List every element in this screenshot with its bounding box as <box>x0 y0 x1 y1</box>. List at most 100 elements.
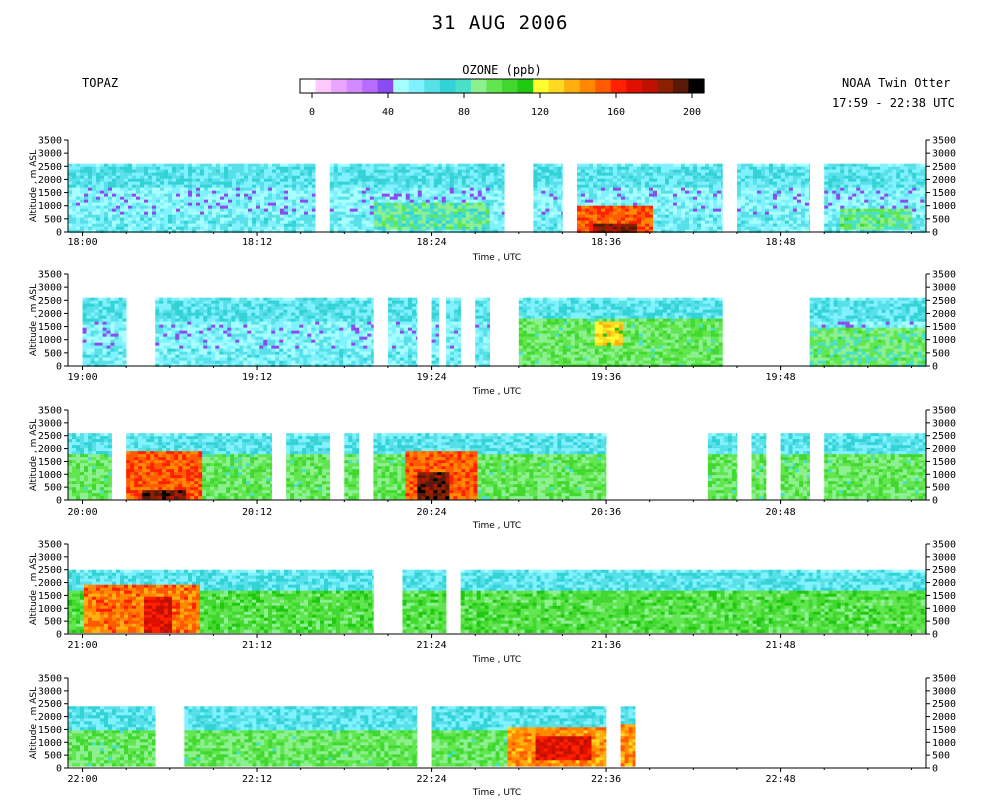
ozone-cell <box>836 211 841 215</box>
ozone-cell <box>276 181 281 185</box>
ozone-cell <box>844 220 849 224</box>
ozone-cell <box>300 178 305 182</box>
ozone-cell <box>449 178 455 182</box>
ozone-cell <box>304 217 309 221</box>
ozone-cell <box>752 190 758 194</box>
ozone-cell <box>848 193 853 197</box>
x-tick-label: 18:24 <box>417 237 447 248</box>
ozone-cell <box>96 169 101 173</box>
ozone-cell <box>485 178 491 182</box>
ozone-cell <box>140 202 145 206</box>
ozone-cell <box>248 178 253 182</box>
ozone-cell <box>224 190 229 194</box>
ozone-cell <box>876 181 881 185</box>
ozone-cell <box>300 175 305 179</box>
ozone-cell <box>337 193 343 197</box>
ozone-cell <box>212 190 217 194</box>
ozone-cell <box>872 193 877 197</box>
ozone-cell <box>604 211 610 215</box>
ozone-cell <box>541 226 546 230</box>
ozone-cell <box>553 214 558 218</box>
ozone-cell <box>864 223 869 227</box>
ozone-cell <box>381 172 387 176</box>
ozone-cell <box>868 214 873 218</box>
ozone-cell <box>652 172 658 176</box>
ozone-cell <box>425 181 431 185</box>
ozone-cell <box>160 190 165 194</box>
ozone-cell <box>288 166 293 170</box>
ozone-cell <box>636 202 642 206</box>
ozone-cell <box>128 211 133 215</box>
ozone-cell <box>792 169 798 173</box>
ozone-cell <box>772 166 778 170</box>
ozone-cell <box>692 220 698 224</box>
ozone-cell <box>860 214 865 218</box>
ozone-cell <box>600 217 606 221</box>
ozone-cell <box>908 187 913 191</box>
ozone-cell <box>804 175 810 179</box>
ozone-cell <box>110 330 115 334</box>
ozone-cell <box>409 181 415 185</box>
ozone-cell <box>501 208 505 212</box>
ozone-cell <box>159 300 164 304</box>
ozone-cell <box>533 202 538 206</box>
ozone-cell <box>88 181 93 185</box>
ozone-cell <box>776 181 782 185</box>
ozone-cell <box>692 166 698 170</box>
ozone-cell <box>900 169 905 173</box>
ozone-cell <box>756 166 762 170</box>
ozone-cell <box>304 190 309 194</box>
ozone-cell <box>232 220 237 224</box>
ozone-cell <box>192 217 197 221</box>
ozone-cell <box>208 163 213 167</box>
ozone-cell <box>337 175 343 179</box>
ozone-cell <box>884 226 889 230</box>
ozone-cell <box>312 223 316 227</box>
ozone-cell <box>772 175 778 179</box>
ozone-cell <box>160 184 165 188</box>
ozone-cell <box>744 220 750 224</box>
ozone-cell <box>844 193 849 197</box>
ozone-cell <box>441 172 447 176</box>
ozone-cell <box>664 217 670 221</box>
ozone-cell <box>284 184 289 188</box>
ozone-cell <box>136 211 141 215</box>
ozone-cell <box>612 202 618 206</box>
ozone-cell <box>167 297 172 301</box>
ozone-cell <box>624 181 630 185</box>
ozone-cell <box>660 163 666 167</box>
ozone-cell <box>292 199 297 203</box>
ozone-cell <box>660 223 666 227</box>
ozone-cell <box>220 211 225 215</box>
ozone-cell <box>740 169 746 173</box>
ozone-cell <box>110 342 115 346</box>
ozone-cell <box>860 172 865 176</box>
ozone-cell <box>272 196 277 200</box>
ozone-cell <box>640 223 646 227</box>
ozone-cell <box>580 181 586 185</box>
ozone-cell <box>108 166 113 170</box>
ozone-cell <box>604 166 610 170</box>
ozone-cell <box>188 229 193 233</box>
ozone-cell <box>720 181 723 185</box>
ozone-cell <box>349 172 355 176</box>
ozone-cell <box>896 190 901 194</box>
ozone-cell <box>445 214 451 218</box>
ozone-cell <box>224 229 229 233</box>
ozone-cell <box>106 303 111 307</box>
ozone-cell <box>393 169 399 173</box>
ozone-cell <box>836 217 841 221</box>
ozone-cell <box>792 187 798 191</box>
ozone-cell <box>576 184 582 188</box>
ozone-cell <box>796 220 802 224</box>
ozone-cell <box>696 229 702 233</box>
ozone-cell <box>252 214 257 218</box>
ozone-cell <box>796 193 802 197</box>
ozone-cell <box>756 229 762 233</box>
ozone-cell <box>296 181 301 185</box>
ozone-cell <box>680 175 686 179</box>
ozone-cell <box>832 184 837 188</box>
ozone-cell <box>88 169 93 173</box>
ozone-cell <box>844 199 849 203</box>
ozone-cell <box>497 226 503 230</box>
